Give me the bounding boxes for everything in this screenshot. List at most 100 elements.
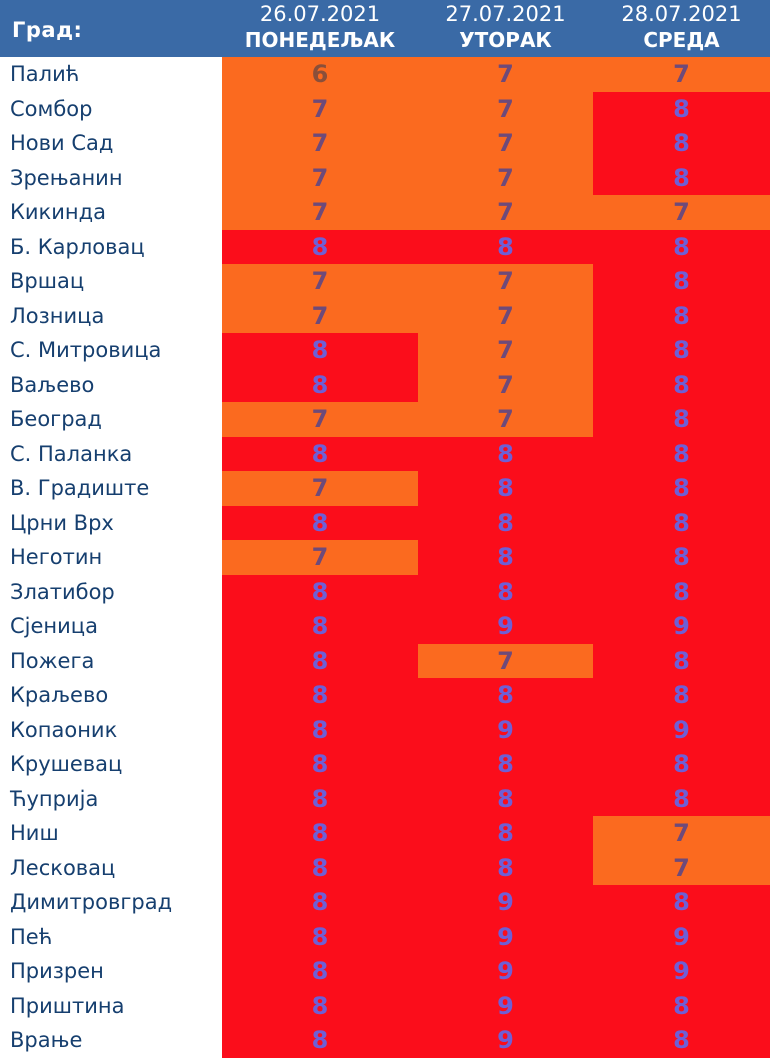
uv-value-cell: 8	[222, 1023, 418, 1058]
uv-value-cell: 8	[222, 850, 418, 885]
city-name: Крушевац	[10, 752, 123, 776]
uv-value-cell: 8	[222, 816, 418, 851]
table-row: Нови Сад 7 7 8	[0, 126, 770, 161]
uv-value-cell: 8	[418, 436, 593, 471]
uv-value-cell: 8	[222, 678, 418, 713]
table-row: Ћуприја 8 8 8	[0, 781, 770, 816]
table-row: Лесковац 8 8 7	[0, 850, 770, 885]
city-name: Краљево	[10, 683, 109, 707]
uv-value-cell: 8	[222, 712, 418, 747]
uv-value-cell: 8	[418, 471, 593, 506]
city-name: Златибор	[10, 579, 115, 604]
table-header: Град: 26.07.2021 ПОНЕДЕЉАК 27.07.2021 УТ…	[0, 0, 770, 57]
city-name: Нови Сад	[10, 131, 114, 155]
table-row: Сјеница 8 9 9	[0, 609, 770, 644]
uv-value-cell: 7	[222, 160, 418, 195]
uv-value-cell: 7	[222, 126, 418, 161]
uv-value-cell: 8	[222, 781, 418, 816]
city-name: Димитровград	[10, 890, 173, 914]
day-header-tuesday: 27.07.2021 УТОРАК	[418, 1, 593, 53]
uv-value-cell: 9	[418, 1023, 593, 1058]
uv-value-cell: 8	[593, 678, 770, 713]
uv-value-cell: 8	[593, 333, 770, 368]
uv-value-cell: 8	[222, 747, 418, 782]
uv-value-cell: 8	[418, 747, 593, 782]
uv-value-cell: 7	[222, 540, 418, 575]
day-header-monday: 26.07.2021 ПОНЕДЕЉАК	[222, 1, 418, 53]
city-name: Кикинда	[10, 200, 107, 224]
uv-value-cell: 8	[593, 402, 770, 437]
uv-value-cell: 9	[418, 988, 593, 1023]
uv-value-cell: 8	[418, 781, 593, 816]
uv-value-cell: 9	[418, 712, 593, 747]
uv-value-cell: 8	[222, 436, 418, 471]
city-name: Ниш	[10, 821, 59, 845]
table-row: Београд 7 7 8	[0, 402, 770, 437]
day-name: СРЕДА	[643, 28, 720, 52]
city-name: Призрен	[10, 959, 104, 983]
table-row: Призрен 8 9 9	[0, 954, 770, 989]
uv-value-cell: 9	[418, 919, 593, 954]
uv-value-cell: 7	[222, 471, 418, 506]
uv-value-cell: 8	[418, 850, 593, 885]
table-row: Б. Карловац 8 8 8	[0, 229, 770, 264]
day-date: 26.07.2021	[259, 2, 381, 26]
uv-value-cell: 6	[222, 57, 418, 92]
uv-value-cell: 8	[222, 229, 418, 264]
uv-value-cell: 7	[593, 850, 770, 885]
uv-value-cell: 8	[418, 505, 593, 540]
uv-value-cell: 8	[593, 436, 770, 471]
uv-value-cell: 7	[418, 57, 593, 92]
table-row: Зрењанин 7 7 8	[0, 160, 770, 195]
uv-value-cell: 8	[593, 298, 770, 333]
table-row: Црни Врх 8 8 8	[0, 505, 770, 540]
city-name: Зрењанин	[10, 165, 123, 190]
table-row: Златибор 8 8 8	[0, 574, 770, 609]
city-name: Лесковац	[10, 855, 116, 880]
table-row: Ниш 8 8 7	[0, 816, 770, 851]
uv-value-cell: 7	[593, 195, 770, 230]
uv-value-cell: 8	[418, 574, 593, 609]
uv-value-cell: 8	[222, 367, 418, 402]
uv-value-cell: 8	[593, 885, 770, 920]
uv-value-cell: 8	[222, 574, 418, 609]
uv-value-cell: 8	[222, 988, 418, 1023]
table-row: С. Митровица 8 7 8	[0, 333, 770, 368]
uv-value-cell: 8	[593, 988, 770, 1023]
city-name: Неготин	[10, 545, 103, 569]
table-row: В. Градиште 7 8 8	[0, 471, 770, 506]
uv-value-cell: 7	[418, 160, 593, 195]
uv-value-cell: 7	[222, 402, 418, 437]
uv-value-cell: 9	[593, 919, 770, 954]
uv-value-cell: 8	[418, 229, 593, 264]
uv-value-cell: 8	[222, 643, 418, 678]
table-row: Крушевац 8 8 8	[0, 747, 770, 782]
city-name: Копаоник	[10, 717, 118, 742]
table-row: Ваљево 8 7 8	[0, 367, 770, 402]
uv-value-cell: 9	[593, 954, 770, 989]
uv-value-cell: 8	[222, 333, 418, 368]
table-row: Кикинда 7 7 7	[0, 195, 770, 230]
day-header-wednesday: 28.07.2021 СРЕДА	[593, 1, 770, 53]
table-row: Пећ 8 9 9	[0, 919, 770, 954]
city-name: Пожега	[10, 648, 95, 673]
uv-value-cell: 8	[593, 747, 770, 782]
city-name: Београд	[10, 407, 102, 431]
uv-value-cell: 7	[418, 264, 593, 299]
city-name: С. Паланка	[10, 441, 133, 466]
city-column-header: Град:	[12, 18, 83, 42]
uv-value-cell: 8	[222, 505, 418, 540]
uv-value-cell: 7	[418, 643, 593, 678]
uv-value-cell: 8	[593, 126, 770, 161]
uv-value-cell: 8	[593, 1023, 770, 1058]
day-name: ПОНЕДЕЉАК	[244, 28, 396, 52]
uv-value-cell: 8	[593, 574, 770, 609]
uv-value-cell: 7	[222, 264, 418, 299]
uv-value-cell: 9	[593, 712, 770, 747]
uv-value-cell: 8	[222, 919, 418, 954]
uv-value-cell: 7	[418, 367, 593, 402]
city-name: Ваљево	[10, 372, 95, 397]
day-date: 28.07.2021	[621, 2, 742, 26]
table-row: Врање 8 9 8	[0, 1023, 770, 1058]
uv-value-cell: 7	[418, 333, 593, 368]
